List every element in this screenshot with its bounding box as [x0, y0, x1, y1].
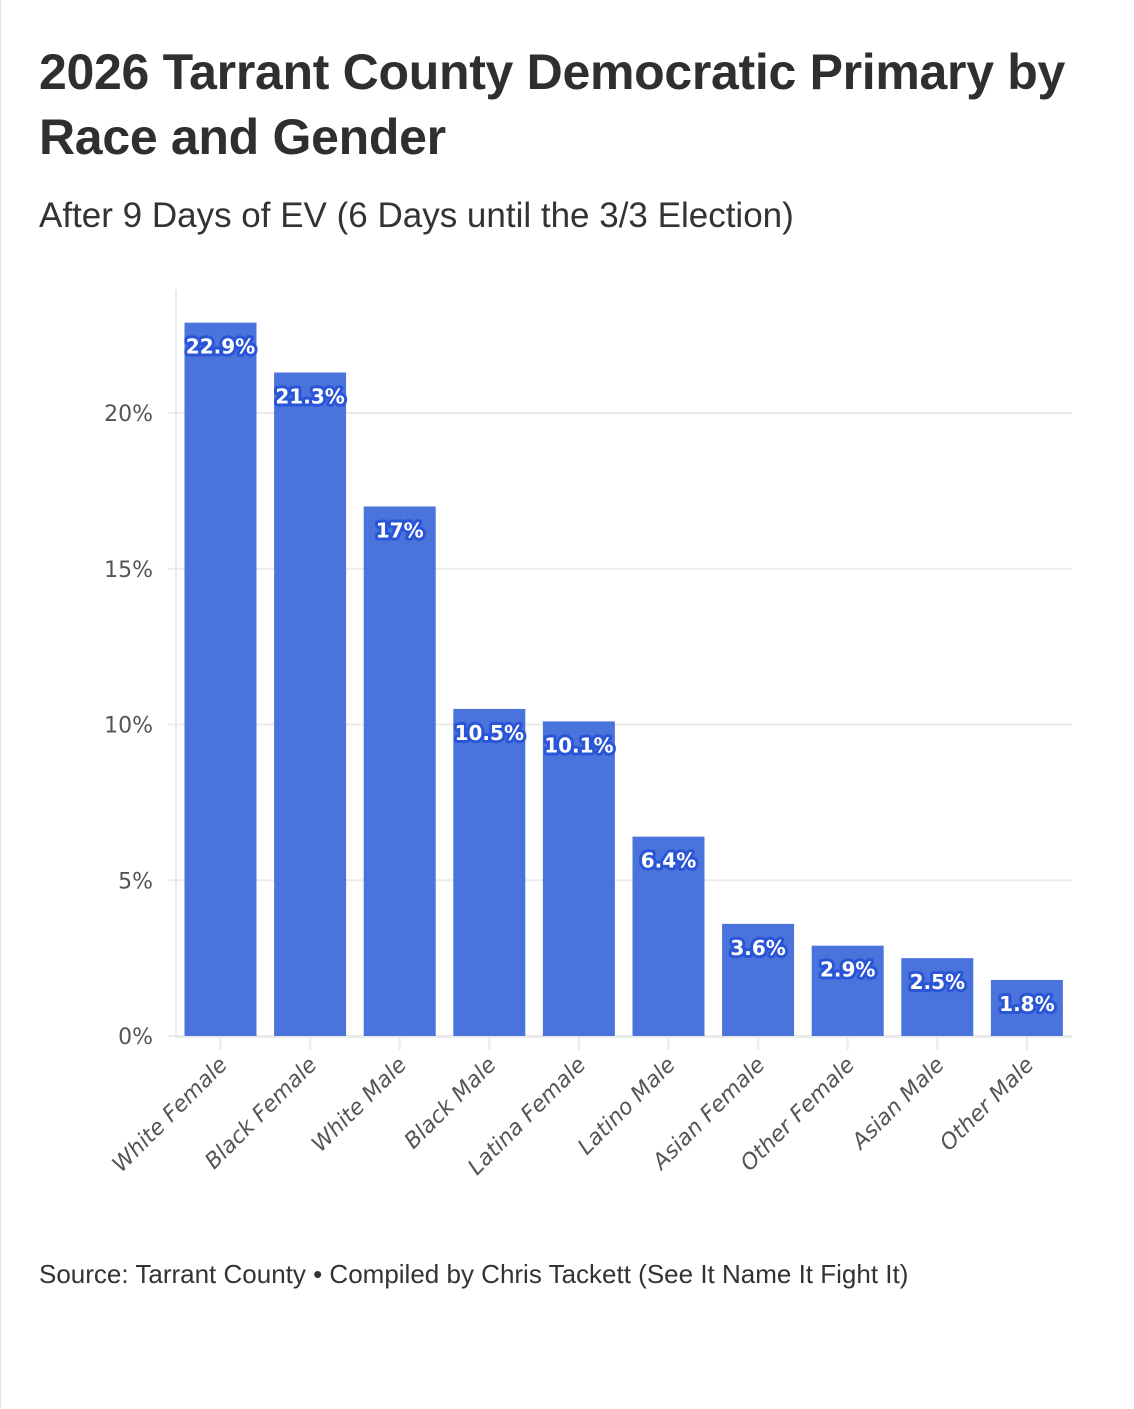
y-tick-label: 5% [118, 869, 153, 894]
data-label: 10.5% [455, 721, 524, 745]
bars [184, 322, 1063, 1036]
x-tick-label: Asian Male [846, 1053, 949, 1156]
data-label: 2.9% [820, 958, 875, 982]
data-label: 6.4% [641, 849, 696, 873]
chart-title: 2026 Tarrant County Democratic Primary b… [39, 44, 1066, 165]
y-tick-label: 20% [104, 402, 153, 427]
bar-latino-male [632, 836, 705, 1036]
bar-other-male [990, 979, 1063, 1036]
y-tick-label: 15% [104, 558, 153, 583]
data-label: 1.8% [999, 992, 1054, 1016]
x-tick-label: Other Male [935, 1053, 1039, 1157]
data-label: 2.5% [910, 970, 965, 994]
chart-subtitle: After 9 Days of EV (6 Days until the 3/3… [39, 196, 794, 235]
y-tick-label: 0% [118, 1025, 153, 1050]
data-label: 3.6% [730, 936, 785, 960]
y-axis: 0% 5% 10% 15% 20% [104, 290, 177, 1050]
data-label: 22.9% [186, 335, 255, 359]
y-tick-label: 10% [104, 714, 153, 739]
bar-white-female [184, 322, 257, 1036]
data-label: 10.1% [544, 733, 613, 757]
bar-latina-female [542, 721, 615, 1036]
bar-white-male [363, 506, 436, 1036]
bar-black-female [274, 372, 347, 1036]
bar-other-female [811, 945, 884, 1036]
data-labels: 22.9% 21.3% 17% 10.5% 10.1% 6.4% 3.6% 2.9% 2.5% 1… [183, 332, 1058, 1019]
source-note: Source: Tarrant County • Compiled by Chr… [39, 1259, 909, 1289]
x-tick-label: White Male [307, 1053, 412, 1158]
bar-asian-male [901, 958, 974, 1036]
bar-black-male [453, 708, 526, 1036]
data-label: 21.3% [275, 385, 344, 409]
bar-asian-female [722, 923, 795, 1036]
data-label: 17% [376, 518, 424, 542]
